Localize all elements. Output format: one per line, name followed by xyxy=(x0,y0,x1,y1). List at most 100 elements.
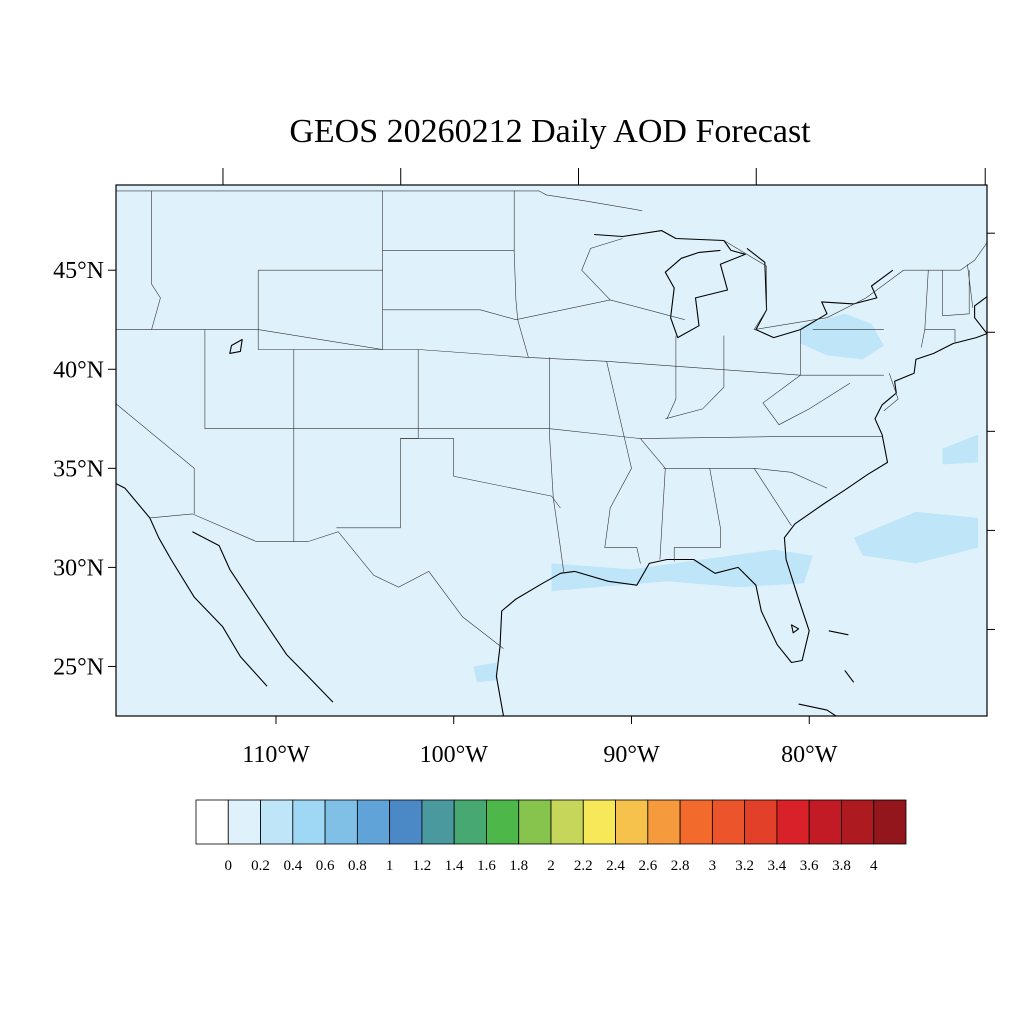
coastline-2 xyxy=(495,295,987,716)
lake-1 xyxy=(790,624,800,634)
colorbar-label: 0.4 xyxy=(283,858,302,874)
colorbar-swatch xyxy=(711,799,746,845)
colorbar-label: 3 xyxy=(709,858,717,874)
colorbar-swatch xyxy=(744,799,778,845)
colorbar-label: 1.2 xyxy=(413,858,432,874)
state-border-13 xyxy=(513,190,529,358)
state-border-20 xyxy=(666,335,677,419)
coastline-7 xyxy=(844,670,855,683)
aod-patch-south-texas xyxy=(473,662,499,683)
state-border-12 xyxy=(400,438,561,509)
state-border-23 xyxy=(673,468,721,562)
map-title: GEOS 20260212 Daily AOD Forecast xyxy=(289,113,811,150)
colorbar-label: 2.8 xyxy=(671,858,690,874)
lat-tick-label: 40°N xyxy=(53,357,104,383)
lon-tick-label: 100°W xyxy=(420,742,489,768)
lon-tick-label: 80°W xyxy=(781,742,838,768)
colorbar-label: 3.4 xyxy=(768,858,787,874)
colorbar-swatch xyxy=(582,799,616,845)
state-border-28 xyxy=(924,329,956,344)
lon-tick-label: 90°W xyxy=(603,742,660,768)
state-border-3 xyxy=(151,190,161,330)
state-border-22 xyxy=(762,329,851,426)
colorbar-label: 2.6 xyxy=(638,858,657,874)
colorbar-label: 3.2 xyxy=(735,858,754,874)
state-border-19 xyxy=(581,238,623,301)
aod-field-layer xyxy=(473,298,1024,683)
map-background xyxy=(116,185,987,716)
colorbar-label: 2.2 xyxy=(574,858,593,874)
colorbar-swatch xyxy=(615,799,649,845)
map-border xyxy=(115,184,988,717)
state-border-0 xyxy=(116,190,643,212)
state-border-16 xyxy=(549,357,565,574)
state-border-1 xyxy=(149,513,504,649)
lat-tick-label: 25°N xyxy=(53,654,104,680)
state-border-29 xyxy=(942,270,970,317)
colorbar-swatch xyxy=(195,799,229,845)
coastline-6 xyxy=(828,630,849,636)
coastline-5 xyxy=(798,703,838,716)
coastline-3 xyxy=(594,230,746,339)
colorbar-swatch xyxy=(647,799,681,845)
aod-patch-great-lakes-pennsylvania xyxy=(800,313,884,360)
latitude-axis: 45°N 40°N 35°N 30°N 25°N xyxy=(53,232,995,680)
lat-tick-label: 30°N xyxy=(53,555,104,581)
colorbar-swatch xyxy=(873,799,907,845)
coastline-1 xyxy=(192,531,334,703)
aod-patch-gulf-coast xyxy=(551,549,813,592)
colorbar-label: 0.8 xyxy=(348,858,367,874)
aod-patch-atlantic-northeast xyxy=(942,434,979,465)
colorbar-label: 1.6 xyxy=(477,858,496,874)
map-frame xyxy=(115,184,1024,717)
colorbar-swatch xyxy=(550,799,584,845)
colorbar-swatch xyxy=(389,799,423,845)
lon-tick-label: 110°W xyxy=(242,742,310,768)
state-border-8 xyxy=(257,270,884,376)
lake-0 xyxy=(229,338,243,354)
colorbar-label: 2 xyxy=(547,858,555,874)
lat-tick-label: 35°N xyxy=(53,456,104,482)
colorbar-label: 4 xyxy=(870,858,878,874)
geography-layer xyxy=(116,190,987,716)
state-border-31 xyxy=(883,373,899,412)
colorbar-swatch xyxy=(776,799,810,845)
state-border-25 xyxy=(753,468,792,526)
state-border-21 xyxy=(665,335,725,420)
aod-patch-atlantic-east xyxy=(853,511,979,564)
colorbar-label: 3.6 xyxy=(800,858,819,874)
colorbar-swatch xyxy=(518,799,552,845)
colorbar-swatch xyxy=(808,799,842,845)
state-border-6 xyxy=(204,329,883,439)
lat-tick-label: 45°N xyxy=(53,258,104,284)
colorbar-swatch xyxy=(260,799,294,845)
colorbar-swatch xyxy=(679,799,713,845)
state-border-15 xyxy=(382,299,685,321)
colorbar-swatch xyxy=(227,799,261,845)
colorbar-label: 0.6 xyxy=(316,858,335,874)
state-border-30 xyxy=(967,264,974,308)
colorbar-swatch xyxy=(324,799,358,845)
colorbar-label: 2.4 xyxy=(606,858,625,874)
colorbar-label: 0 xyxy=(225,858,233,874)
colorbar-label: 0.2 xyxy=(251,858,270,874)
colorbar-label: 1.4 xyxy=(445,858,464,874)
colorbar-swatch xyxy=(486,799,520,845)
aod-patch-gulf-of-maine xyxy=(996,298,1024,318)
coastline-0 xyxy=(116,482,268,687)
colorbar-swatch xyxy=(356,799,391,845)
colorbar-label: 1.8 xyxy=(509,858,528,874)
colorbar-swatch xyxy=(421,799,455,845)
state-border-17 xyxy=(604,361,641,564)
state-border-2 xyxy=(723,240,987,331)
colorbar-swatch xyxy=(292,799,326,845)
colorbar-swatch xyxy=(841,799,875,845)
colorbar-label: 1 xyxy=(386,858,394,874)
state-border-24 xyxy=(663,467,828,489)
state-border-5 xyxy=(116,403,195,514)
colorbar-label: 3.8 xyxy=(832,858,851,874)
colorbar: 0 0.2 0.4 0.6 0.8 1 1.2 1.4 1.6 1.8 2 2.2 2.4 2.6 2.8 3… xyxy=(195,799,907,874)
longitude-axis: 110°W 100°W 90°W 80°W xyxy=(222,168,986,768)
colorbar-swatch xyxy=(453,799,487,845)
